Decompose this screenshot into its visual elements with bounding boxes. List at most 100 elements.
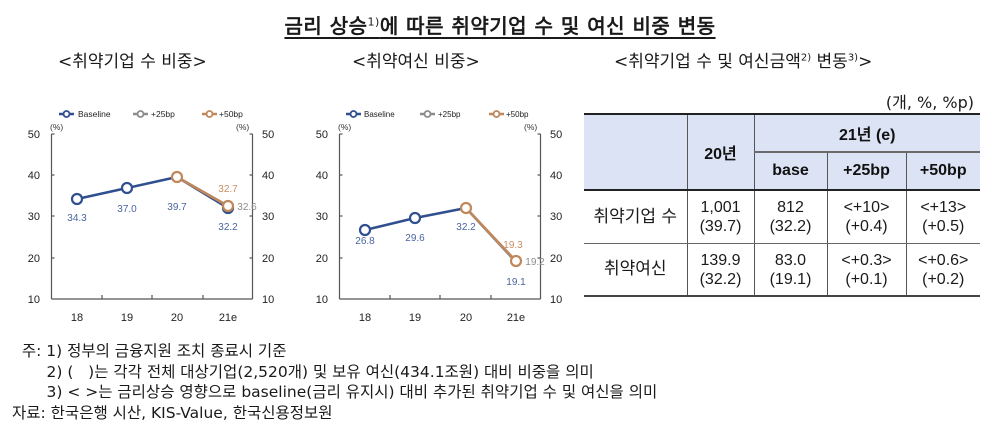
data-label: 19.2 — [525, 257, 545, 268]
cell-value: 139.9 — [700, 251, 741, 269]
ytick: 40 — [550, 170, 562, 182]
cell-base: 83.0 (19.1) — [753, 243, 827, 297]
header-base: base — [753, 152, 827, 191]
xtick: 19 — [121, 312, 133, 324]
chart1-axes — [50, 133, 254, 300]
cell-value: <+0.6> — [918, 251, 969, 269]
cell-share: (39.7) — [699, 218, 742, 235]
table-unit-label: (개, %, %p) — [885, 93, 974, 112]
chart1-unit-right: (%) — [236, 122, 249, 132]
cell-value: <+0.3> — [841, 251, 892, 269]
chart1-data-labels: 34.3 37.0 39.7 32.2 32.7 32.6 — [67, 184, 257, 233]
xtick: 18 — [359, 312, 371, 324]
chart2-unit-right: (%) — [524, 122, 537, 132]
legend-50bp-label: +50bp — [219, 109, 243, 119]
chart2-baseline-line — [364, 206, 517, 263]
ytick: 40 — [262, 170, 274, 182]
legend-25bp-marker-icon — [423, 110, 432, 118]
cell-value: <+10> — [843, 199, 890, 216]
chart1-point-marker-icon — [170, 170, 184, 184]
legend-50bp-marker-icon — [205, 110, 214, 118]
ytick: 10 — [262, 294, 274, 306]
chart2-50bp-line — [465, 207, 517, 262]
chart2-yticks-left: 50 40 30 20 10 — [316, 129, 328, 306]
ytick: 40 — [28, 170, 40, 182]
cell-value: 1,001 — [700, 199, 741, 216]
cell-share: (+0.2) — [922, 270, 965, 288]
chart2-legend: Baseline +25bp +50bp — [346, 110, 529, 119]
ytick: 50 — [550, 129, 562, 141]
cell-share: (19.1) — [769, 270, 812, 288]
ytick: 10 — [28, 294, 40, 306]
table-subtitle-text-end: > — [858, 52, 873, 72]
title-text-rest: 에 따른 취약기업 수 및 여신 비중 변동 — [379, 14, 716, 38]
chart1-unit-left: (%) — [50, 122, 63, 132]
cell-25bp: <+0.3> (+0.1) — [826, 243, 906, 297]
row-label-weak-loans: 취약여신 — [584, 243, 687, 297]
data-label: 32.7 — [218, 184, 238, 195]
data-label: 19.1 — [506, 277, 526, 288]
chart1-50bp-line — [176, 175, 229, 208]
page-title: 금리 상승1)에 따른 취약기업 수 및 여신 비중 변동 — [0, 10, 1000, 39]
header-21y-e: 21년 (e) — [753, 113, 980, 153]
chart1-point-marker-icon — [221, 199, 235, 213]
data-label: 29.6 — [405, 233, 425, 244]
xtick: 21e — [507, 312, 525, 324]
title-text: 금리 상승 — [284, 14, 368, 38]
cell-value: 83.0 — [774, 251, 807, 269]
legend-50bp-label: +50bp — [506, 110, 529, 119]
source-note: 자료: 한국은행 시산, KIS-Value, 한국신용정보원 — [12, 403, 333, 422]
table-subtitle-text-mid: 변동 — [811, 52, 848, 72]
footnote-1: 주: 1) 정부의 금융지원 조치 종료시 기준 — [12, 342, 287, 360]
ytick: 30 — [550, 211, 562, 223]
legend-baseline-marker-icon — [349, 110, 358, 118]
header-50bp: +50bp — [905, 152, 980, 191]
ytick: 30 — [316, 211, 328, 223]
ytick: 30 — [28, 211, 40, 223]
data-label: 32.2 — [218, 222, 238, 233]
header-25bp: +25bp — [826, 152, 906, 191]
xtick: 20 — [460, 312, 472, 324]
cell-50bp: <+13> (+0.5) — [905, 190, 980, 244]
cell-share: (+0.5) — [922, 218, 965, 235]
ytick: 20 — [262, 253, 274, 265]
data-label: 26.8 — [355, 236, 375, 247]
ytick: 20 — [550, 253, 562, 265]
chart1-subtitle: <취약기업 수 비중> — [58, 52, 207, 72]
table-subtitle: <취약기업 수 및 여신금액2) 변동3)> — [614, 47, 872, 72]
cell-25bp: <+10> (+0.4) — [826, 190, 906, 244]
chart1-yticks-left: 50 40 30 20 10 — [28, 129, 40, 306]
chart2-point-marker-icon — [459, 201, 473, 215]
chart2-point-marker-icon — [408, 211, 422, 225]
table-row: 취약기업 수 1,001 (39.7) 812 (32.2) <+10> (+0.4)… — [584, 190, 980, 244]
data-label: 32.2 — [456, 222, 476, 233]
chart1-xticks: 18 19 20 21e — [71, 312, 237, 324]
ytick: 50 — [316, 129, 328, 141]
data-label: 32.6 — [237, 202, 257, 213]
xtick: 21e — [219, 312, 237, 324]
chart-weak-firm-share: Baseline +25bp +50bp (%) (%) 50 40 30 20… — [28, 109, 275, 324]
legend-25bp-label: +25bp — [438, 110, 461, 119]
ytick: 30 — [262, 211, 274, 223]
weak-firm-loan-table: 20년 21년 (e) base +25bp +50bp 취약기업 수 1,00… — [584, 113, 980, 297]
chart2-unit-left: (%) — [338, 122, 351, 132]
ytick: 20 — [316, 253, 328, 265]
table-corner-cell — [584, 113, 687, 191]
ytick: 50 — [262, 129, 274, 141]
chart2-data-labels: 26.8 29.6 32.2 19.1 19.3 19.2 — [355, 222, 545, 288]
cell-share: (32.2) — [769, 218, 812, 235]
data-label: 19.3 — [503, 240, 523, 251]
chart2-xticks: 18 19 20 21e — [359, 312, 525, 324]
data-label: 34.3 — [67, 213, 87, 224]
data-label: 37.0 — [117, 204, 137, 215]
header-20y: 20년 — [686, 113, 754, 191]
xtick: 18 — [71, 312, 83, 324]
ytick: 10 — [316, 294, 328, 306]
cell-base: 812 (32.2) — [753, 190, 827, 244]
legend-25bp-label: +25bp — [151, 109, 175, 119]
footnote-2: 2) ( )는 각각 전체 대상기업(2,520개) 및 보유 여신(434.1… — [12, 362, 594, 381]
chart2-yticks-right: 50 40 30 20 10 — [550, 129, 562, 306]
cell-value: <+13> — [920, 199, 967, 216]
legend-baseline-marker-icon — [62, 110, 71, 118]
cell-share: (+0.1) — [845, 270, 888, 288]
